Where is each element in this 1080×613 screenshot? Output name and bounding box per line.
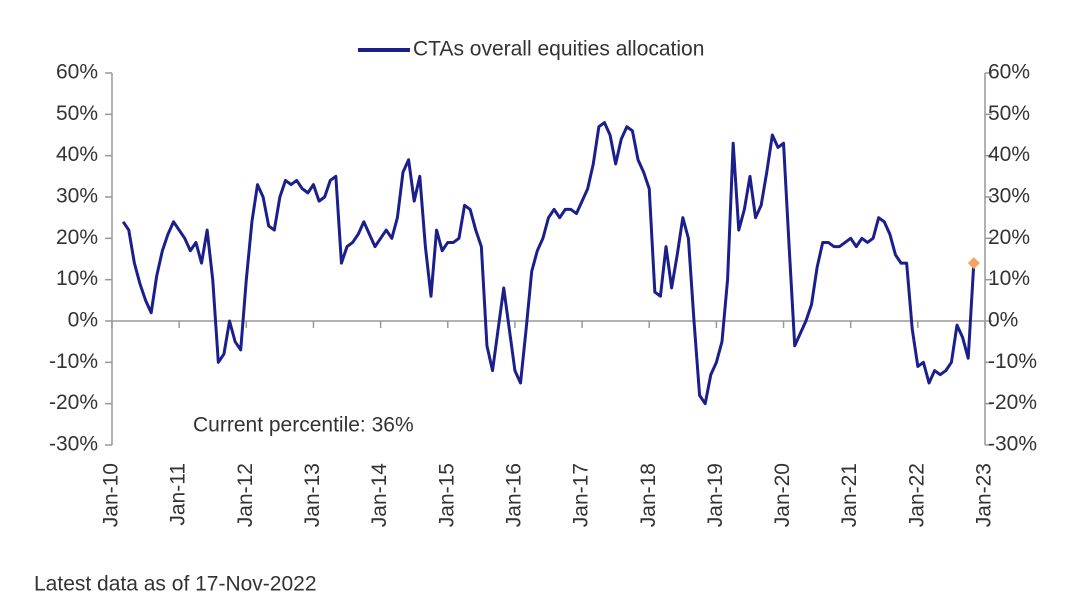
y2-tick-label: 10% bbox=[988, 267, 1030, 290]
y2-tick-label: -30% bbox=[988, 433, 1037, 456]
y-tick-label: -20% bbox=[49, 391, 98, 414]
x-tick-label: Jan-17 bbox=[570, 463, 593, 527]
x-tick-label: Jan-19 bbox=[704, 463, 727, 527]
x-tick-label: Jan-21 bbox=[838, 463, 861, 527]
y2-tick-label: 0% bbox=[988, 309, 1018, 332]
y-tick-label: -10% bbox=[49, 350, 98, 373]
x-tick-label: Jan-18 bbox=[637, 463, 660, 527]
y-tick-label: 30% bbox=[56, 185, 98, 208]
x-tick-label: Jan-12 bbox=[234, 463, 257, 527]
y-tick-label: -30% bbox=[49, 433, 98, 456]
y2-tick-label: -10% bbox=[988, 350, 1037, 373]
y-tick-label: 20% bbox=[56, 226, 98, 249]
legend-label: CTAs overall equities allocation bbox=[413, 38, 704, 61]
x-tick-label: Jan-16 bbox=[502, 463, 525, 527]
y-tick-label: 40% bbox=[56, 143, 98, 166]
footnote: Latest data as of 17-Nov-2022 bbox=[34, 573, 317, 596]
series-line bbox=[121, 121, 976, 406]
y2-tick-label: -20% bbox=[988, 391, 1037, 414]
x-tick-label: Jan-20 bbox=[771, 463, 794, 527]
y2-tick-label: 40% bbox=[988, 143, 1030, 166]
x-tick-label: Jan-10 bbox=[100, 463, 123, 527]
y2-tick-label: 50% bbox=[988, 102, 1030, 125]
y-tick-label: 50% bbox=[56, 102, 98, 125]
x-tick-label: Jan-13 bbox=[301, 463, 324, 527]
y-tick-label: 10% bbox=[56, 267, 98, 290]
y2-tick-label: 20% bbox=[988, 226, 1030, 249]
x-tick-label: Jan-15 bbox=[435, 463, 458, 527]
x-tick-label: Jan-23 bbox=[973, 463, 996, 527]
last-point-marker bbox=[967, 257, 980, 270]
x-tick-label: Jan-14 bbox=[368, 463, 391, 528]
x-tick-label: Jan-11 bbox=[167, 463, 190, 526]
y2-tick-label: 30% bbox=[988, 185, 1030, 208]
y-tick-label: 0% bbox=[68, 309, 98, 332]
y-tick-label: 60% bbox=[56, 61, 98, 84]
annotation: Current percentile: 36% bbox=[193, 414, 414, 437]
x-tick-label: Jan-22 bbox=[905, 463, 928, 527]
y2-tick-label: 60% bbox=[988, 61, 1030, 84]
